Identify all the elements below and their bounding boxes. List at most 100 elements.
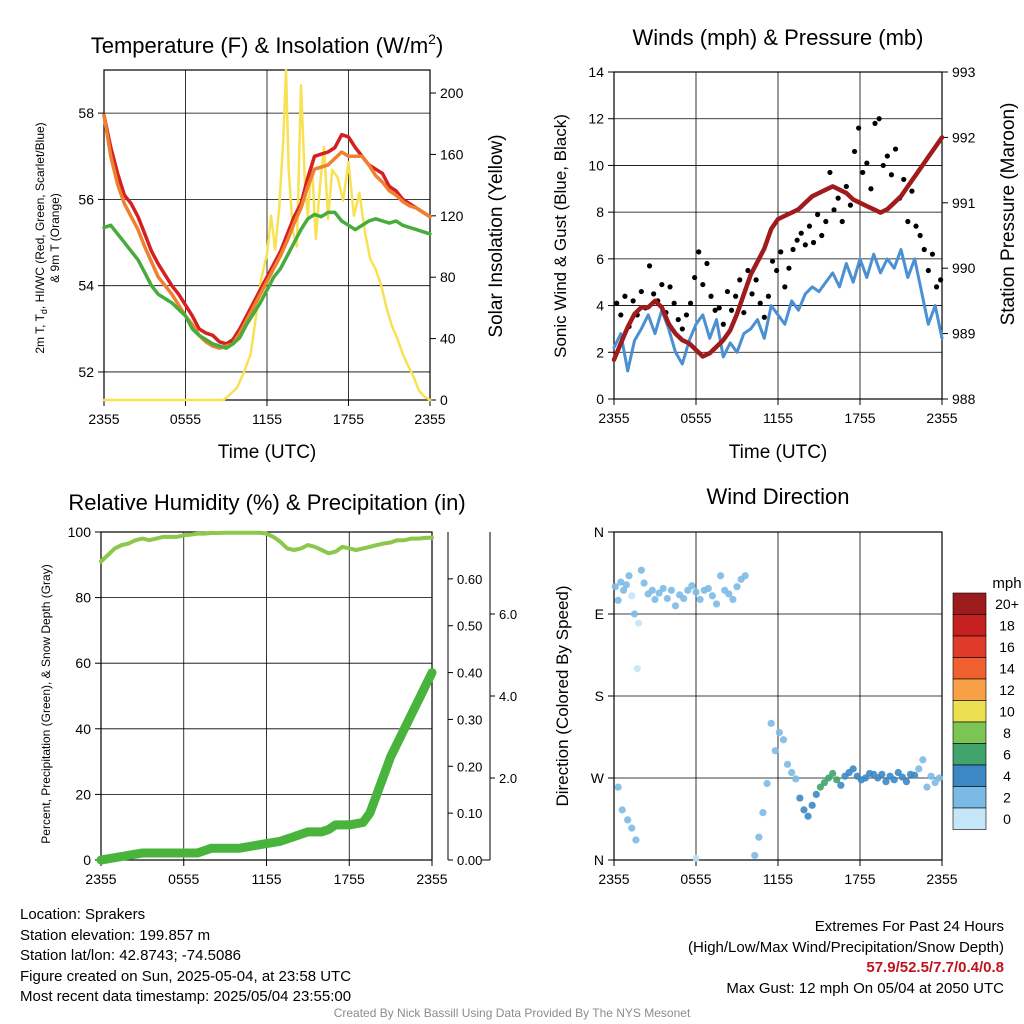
dir-ytick-label: E bbox=[595, 606, 604, 622]
extremes-values: 57.9/52.5/7.7/0.4/0.8 bbox=[866, 959, 1004, 976]
pressure-line bbox=[611, 135, 945, 363]
precip-axis-label: 0.10 bbox=[457, 806, 482, 821]
dir-point bbox=[755, 833, 763, 841]
wind-gust-point bbox=[905, 218, 911, 225]
colorbar-label: 2 bbox=[1003, 789, 1011, 805]
temperature-panel: Temperature (F) & Insolation (W/m2) 2355… bbox=[33, 31, 507, 463]
wind-left-ytick-label: 10 bbox=[588, 157, 604, 173]
wind-gust-point bbox=[622, 293, 628, 299]
temp-right-ytick-label: 160 bbox=[440, 146, 464, 162]
winds-xlabel: Time (UTC) bbox=[729, 442, 828, 463]
dir-point bbox=[890, 776, 898, 784]
wind-gust-point bbox=[806, 223, 813, 229]
dir-xtick-label: 1755 bbox=[844, 871, 875, 887]
wind-gust-point bbox=[774, 267, 780, 274]
dir-point bbox=[618, 806, 626, 814]
winds-plot: 2355 0555 1155 1755 2355 0 2 4 6 8 10 12 14 988 989 990… bbox=[588, 64, 975, 426]
wind-gust-point bbox=[614, 300, 620, 306]
dir-point bbox=[725, 590, 733, 598]
rh-left-ytick-label: 20 bbox=[75, 786, 91, 802]
colorbar-swatch bbox=[952, 743, 987, 766]
dir-point bbox=[667, 586, 676, 594]
wind-gust-point bbox=[831, 207, 837, 213]
wind-gust-point bbox=[745, 267, 751, 274]
temp-series-line bbox=[102, 113, 432, 346]
dir-point bbox=[902, 778, 911, 786]
wind-left-ytick-label: 0 bbox=[596, 391, 604, 407]
dir-point bbox=[628, 592, 636, 600]
dir-point bbox=[882, 778, 890, 786]
dir-point bbox=[775, 728, 783, 737]
wind-right-ytick-label: 990 bbox=[952, 260, 976, 276]
dir-point bbox=[788, 768, 796, 777]
wind-xtick-label: 2355 bbox=[926, 410, 957, 426]
temp-right-ytick-label: 40 bbox=[440, 331, 456, 347]
dir-point bbox=[729, 595, 737, 604]
temp-xtick-label: 1755 bbox=[333, 411, 364, 427]
dir-point bbox=[771, 747, 779, 755]
rh-xtick-label: 1155 bbox=[251, 871, 281, 887]
colorbar-label: 4 bbox=[1003, 768, 1011, 784]
wind-gust-point bbox=[630, 298, 636, 304]
svg-text:2m T, Td, HI/WC (Red, Green, S: 2m T, Td, HI/WC (Red, Green, Scarlet/Blu… bbox=[33, 122, 49, 353]
humidity-title: Relative Humidity (%) & Precipitation (i… bbox=[68, 490, 465, 515]
dir-ytick-label: W bbox=[591, 770, 605, 786]
wind-gust-point bbox=[696, 249, 702, 255]
wind-left-ytick-label: 4 bbox=[596, 298, 604, 314]
colorbar-swatch bbox=[952, 807, 987, 830]
dir-point bbox=[640, 579, 648, 587]
dir-point bbox=[625, 572, 633, 580]
elevation-text: Station elevation: 199.857 m bbox=[20, 926, 211, 944]
wind-gust-point bbox=[757, 300, 763, 306]
temperature-plot: 2355 0555 1155 1755 2355 52 54 56 58 0 40 80 120 160 2… bbox=[78, 68, 464, 427]
temp-right-ytick-label: 120 bbox=[440, 208, 464, 224]
extremes-title: Extremes For Past 24 Hours bbox=[814, 918, 1004, 935]
wind-gust-point bbox=[938, 277, 944, 283]
temp-right-ytick-label: 80 bbox=[440, 269, 456, 285]
extremes-info: Extremes For Past 24 Hours (High/Low/Max… bbox=[688, 917, 1004, 999]
wind-gust-point bbox=[835, 195, 841, 201]
location-text: Location: Sprakers bbox=[20, 906, 146, 923]
dir-point bbox=[800, 806, 808, 814]
winds-ylabel-right: Station Pressure (Maroon) bbox=[998, 103, 1019, 326]
dir-point bbox=[635, 619, 643, 627]
wind-gust-point bbox=[860, 169, 866, 176]
wind-gust-point bbox=[888, 172, 895, 178]
dir-point bbox=[779, 736, 788, 744]
wind-gust-point bbox=[667, 284, 673, 290]
wind-gust-point bbox=[843, 183, 849, 190]
wind-gust-point bbox=[716, 305, 722, 311]
wind-gust-point bbox=[651, 291, 657, 297]
wind-gust-point bbox=[646, 263, 653, 269]
colorbar-label: 16 bbox=[999, 639, 1015, 655]
wind-gust-point bbox=[687, 300, 694, 306]
precip-axis-label: 0.40 bbox=[457, 666, 482, 681]
dir-point bbox=[659, 584, 667, 593]
dir-point bbox=[692, 588, 700, 596]
dir-point bbox=[630, 610, 639, 618]
temp-xtick-label: 2355 bbox=[414, 411, 445, 427]
dir-point bbox=[614, 596, 622, 604]
colorbar-swatch bbox=[952, 721, 987, 744]
humidity-plot: 2355 0555 1155 1755 2355 0 20 40 60 80 100 0.00 0.10… bbox=[68, 524, 517, 887]
dir-point bbox=[696, 595, 704, 604]
winds-panel: Winds (mph) & Pressure (mb) 2355 0555 1155… bbox=[551, 25, 1019, 463]
dir-point bbox=[632, 836, 640, 844]
wind-gust-point bbox=[815, 211, 821, 218]
colorbar-swatch bbox=[952, 657, 987, 680]
precip-axis-label: 0.60 bbox=[457, 572, 482, 587]
dir-point bbox=[923, 783, 931, 791]
colorbar: 20+ 18 16 14 12 10 8 6 4 2 0 bbox=[952, 592, 1019, 830]
dir-xtick-label: 2355 bbox=[598, 871, 629, 887]
dir-point bbox=[628, 824, 636, 832]
temperature-title: Temperature (F) & Insolation (W/m2) bbox=[91, 31, 444, 58]
wind-gust-point bbox=[753, 277, 759, 283]
dir-xtick-label: 0555 bbox=[680, 871, 711, 887]
latlon-text: Station lat/lon: 42.8743; -74.5086 bbox=[20, 947, 242, 964]
dir-point bbox=[733, 583, 741, 591]
dir-point bbox=[763, 779, 771, 788]
wind-right-ytick-label: 991 bbox=[952, 195, 976, 211]
wind-gust-point bbox=[700, 281, 706, 288]
snow-axis-label: 6.0 bbox=[499, 607, 517, 622]
dir-point bbox=[611, 583, 619, 591]
